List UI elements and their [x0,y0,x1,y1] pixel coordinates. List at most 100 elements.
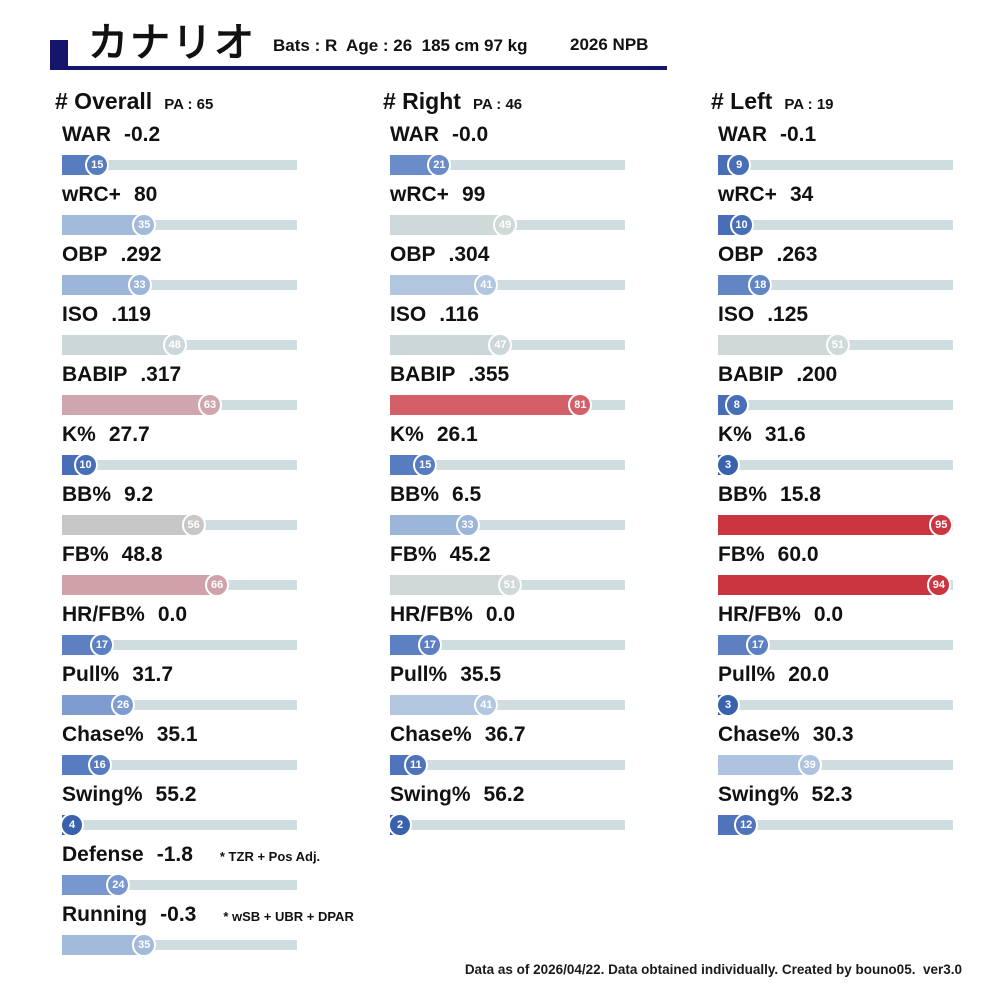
stat-label: Chase% [718,723,800,746]
stat-row: Chase% 35.1 16 [62,720,304,780]
percentile-badge: 56 [181,513,206,537]
percentile-bar: 24 [62,873,297,897]
stat-row: HR/FB% 0.0 17 [62,600,304,660]
stat-row: K% 31.6 3 [716,420,960,480]
percentile-bar: 2 [388,813,625,837]
stat-row: BABIP .200 8 [718,360,960,420]
bar-fill [718,335,838,355]
bar-fill [390,215,506,235]
stat-row: K% 27.7 10 [62,420,304,480]
stat-label: ISO [718,303,755,326]
percentile-bar: 9 [718,153,953,177]
bar-fill [62,935,145,955]
bar-track [390,460,625,470]
percentile-badge: 47 [488,333,513,357]
percentile-badge: 17 [745,633,770,657]
percentile-bar: 15 [390,453,625,477]
stat-labels: WAR -0.0 [390,120,632,152]
stat-value: .200 [796,363,838,386]
stat-label: HR/FB% [390,603,473,626]
bar-track [390,760,625,770]
stat-row: HR/FB% 0.0 17 [718,600,960,660]
stat-row: wRC+ 99 49 [390,180,632,240]
bar-fill [62,695,124,715]
percentile-bar: 49 [390,213,625,237]
bar-fill [62,575,218,595]
stat-labels: Running -0.3 * wSB + UBR + DPAR [62,900,354,932]
column-right: # Right PA : 46 WAR -0.0 21 wRC+ 99 49 O… [383,88,632,840]
stat-row: Running -0.3 * wSB + UBR + DPAR 35 [62,900,354,960]
stat-row: BB% 15.8 95 [718,480,960,540]
stat-labels: Pull% 31.7 [62,660,304,692]
stat-row: WAR -0.1 9 [718,120,960,180]
percentile-bar: 10 [718,213,953,237]
stat-value: 48.8 [121,543,163,566]
percentile-bar: 95 [718,513,954,537]
stat-note: * wSB + UBR + DPAR [223,909,354,924]
stat-row: Chase% 36.7 11 [390,720,632,780]
bar-track [718,760,953,770]
percentile-bar: 39 [718,753,953,777]
column-pa: PA : 19 [784,96,834,113]
stat-value: .317 [140,363,182,386]
bar-track [718,280,953,290]
percentile-badge: 10 [73,453,98,477]
percentile-badge: 49 [493,213,518,237]
stat-value: 26.1 [436,423,478,446]
stat-value: -0.3 [160,903,197,926]
percentile-bar: 11 [390,753,625,777]
stat-row: BB% 9.2 56 [62,480,304,540]
bar-fill [390,515,468,535]
percentile-badge: 41 [474,693,499,717]
stat-value: 0.0 [485,603,516,626]
bar-fill [62,515,194,535]
percentile-badge: 10 [729,213,754,237]
bar-fill [718,575,939,595]
stat-value: 52.3 [811,783,853,806]
bar-track [62,160,297,170]
percentile-badge: 15 [85,153,110,177]
stat-labels: K% 27.7 [62,420,304,452]
percentile-bar: 16 [62,753,297,777]
percentile-bar: 63 [62,393,297,417]
bar-fill [390,575,510,595]
bar-track [62,640,297,650]
stat-labels: BABIP .317 [62,360,304,392]
bar-fill [390,275,487,295]
stat-value: -1.8 [156,843,193,866]
column-overall: # Overall PA : 65 WAR -0.2 15 wRC+ 80 35… [55,88,354,960]
stat-value: 35.1 [156,723,198,746]
stat-row: FB% 48.8 66 [62,540,304,600]
bar-track [718,400,953,410]
stat-label: FB% [390,543,437,566]
percentile-badge: 48 [162,333,187,357]
bar-track [62,880,297,890]
stat-label: Pull% [390,663,448,686]
bar-fill [718,755,810,775]
stat-value: 35.5 [460,663,502,686]
percentile-badge: 3 [716,693,740,717]
stat-value: -0.2 [124,123,161,146]
bar-track [62,940,297,950]
stat-labels: Swing% 52.3 [718,780,960,812]
stat-label: ISO [62,303,99,326]
stat-label: ISO [390,303,427,326]
stat-value: 80 [133,183,158,206]
percentile-bar: 10 [62,453,297,477]
bar-fill [62,335,175,355]
bar-track [390,160,625,170]
percentile-bar: 8 [718,393,953,417]
percentile-bar: 21 [390,153,625,177]
stat-label: wRC+ [62,183,121,206]
stat-value: 34 [789,183,814,206]
stat-value: 0.0 [157,603,188,626]
stat-row: OBP .304 41 [390,240,632,300]
stat-labels: HR/FB% 0.0 [718,600,960,632]
stat-labels: OBP .304 [390,240,632,272]
percentile-badge: 3 [716,453,740,477]
stat-label: BABIP [718,363,784,386]
player-name: カナリオ [88,21,256,65]
stat-labels: Defense -1.8 * TZR + Pos Adj. [62,840,320,872]
stat-label: BB% [62,483,112,506]
stat-label: WAR [390,123,439,146]
